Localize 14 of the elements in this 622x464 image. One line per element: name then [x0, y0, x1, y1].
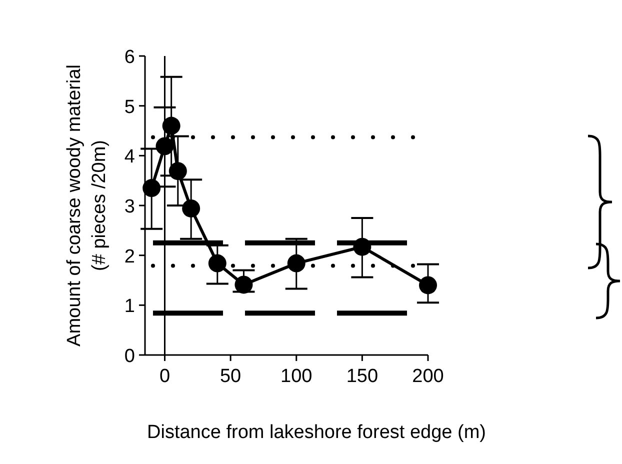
x-tick-label: 100	[280, 366, 312, 387]
x-tick-label: 50	[220, 366, 242, 387]
x-tick-label: 200	[412, 366, 444, 387]
y-axis-title: Amount of coarse woody material (# pieces /20m)	[64, 64, 110, 346]
x-tick-label: 150	[346, 366, 378, 387]
y-tick-label: 3	[124, 196, 135, 218]
y-tick-label: 0	[124, 346, 135, 367]
y-tick-label: 6	[124, 47, 135, 68]
y-tick-label: 2	[124, 246, 135, 268]
x-axis-title: Distance from lakeshore forest edge (m)	[147, 422, 486, 443]
y-tick-label: 5	[124, 96, 135, 118]
x-tick-label: 0	[159, 366, 170, 387]
y-tick-label: 4	[124, 146, 136, 168]
y-tick-label: 1	[124, 296, 135, 318]
